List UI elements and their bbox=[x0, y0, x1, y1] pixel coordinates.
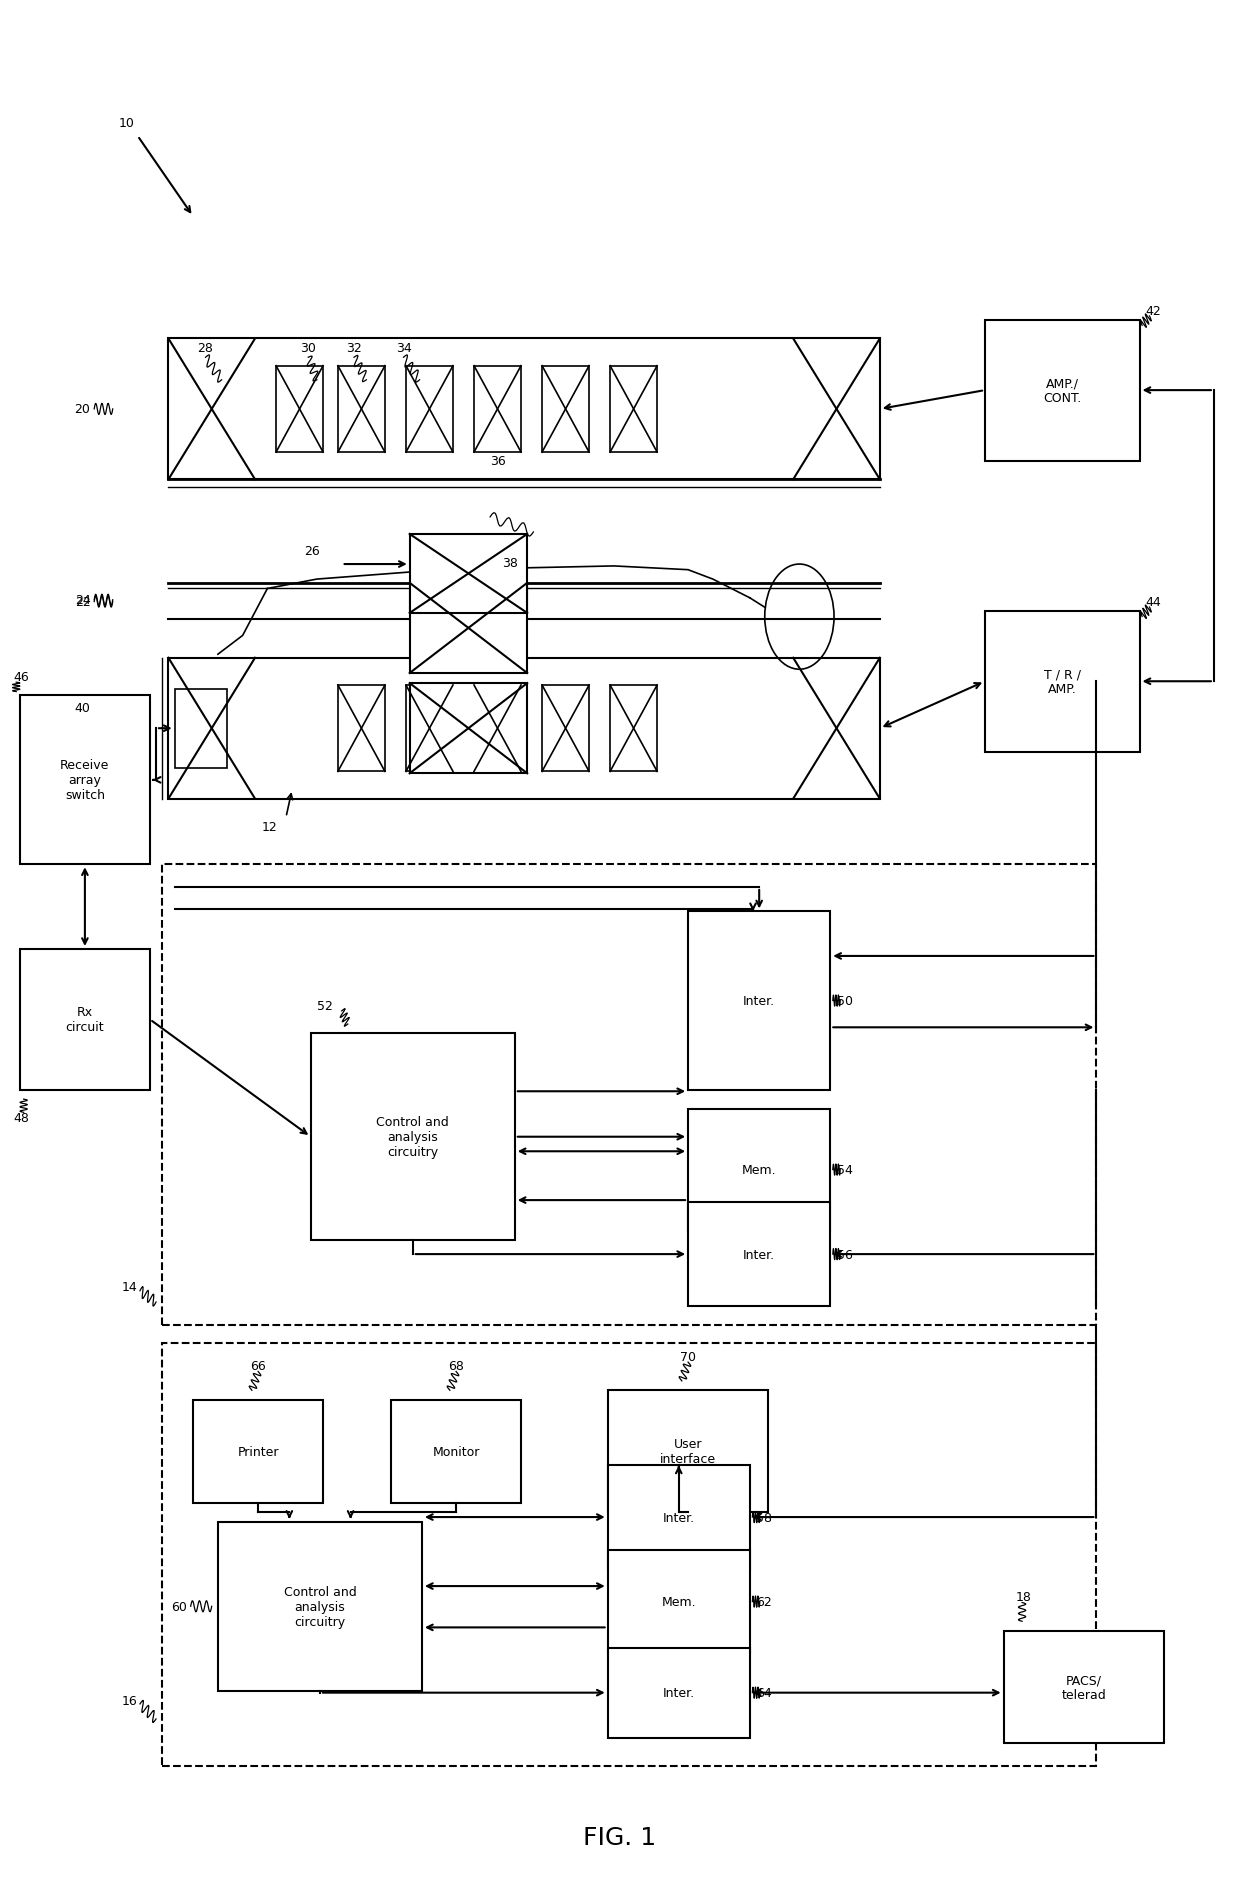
Text: 64: 64 bbox=[756, 1686, 771, 1700]
Text: 40: 40 bbox=[74, 701, 91, 714]
Bar bbox=[474, 686, 521, 773]
Bar bbox=[193, 1401, 324, 1504]
Bar bbox=[162, 1344, 1096, 1765]
Text: Receive
array
switch: Receive array switch bbox=[61, 760, 109, 803]
Text: 58: 58 bbox=[756, 1512, 773, 1525]
Text: Rx
circuit: Rx circuit bbox=[66, 1006, 104, 1034]
Bar bbox=[409, 684, 527, 775]
Bar bbox=[688, 1109, 831, 1231]
Text: 32: 32 bbox=[346, 342, 362, 355]
Bar bbox=[339, 686, 384, 773]
Bar bbox=[20, 949, 150, 1090]
Text: 68: 68 bbox=[448, 1359, 464, 1372]
Text: Inter.: Inter. bbox=[662, 1512, 694, 1525]
Text: Control and
analysis
circuitry: Control and analysis circuitry bbox=[284, 1585, 356, 1628]
Bar bbox=[610, 686, 657, 773]
Bar bbox=[409, 583, 527, 673]
Bar bbox=[608, 1466, 750, 1570]
Bar bbox=[409, 534, 527, 613]
Text: 18: 18 bbox=[1016, 1590, 1032, 1604]
Bar bbox=[474, 367, 521, 453]
Text: 30: 30 bbox=[300, 342, 316, 355]
Bar bbox=[610, 367, 657, 453]
Text: 46: 46 bbox=[14, 671, 30, 684]
Bar bbox=[339, 367, 384, 453]
Text: 14: 14 bbox=[122, 1280, 138, 1293]
Text: 38: 38 bbox=[502, 556, 518, 570]
Bar bbox=[542, 686, 589, 773]
Bar bbox=[608, 1647, 750, 1737]
Bar bbox=[608, 1551, 750, 1653]
Text: Inter.: Inter. bbox=[662, 1686, 694, 1700]
Text: 24: 24 bbox=[74, 594, 91, 607]
Text: AMP./
CONT.: AMP./ CONT. bbox=[1043, 376, 1081, 404]
Text: Control and
analysis
circuitry: Control and analysis circuitry bbox=[377, 1115, 449, 1158]
Text: 42: 42 bbox=[1146, 305, 1162, 318]
Text: 48: 48 bbox=[14, 1111, 30, 1124]
Text: FIG. 1: FIG. 1 bbox=[584, 1825, 656, 1850]
Text: Inter.: Inter. bbox=[743, 995, 775, 1008]
Bar bbox=[277, 367, 324, 453]
Text: 54: 54 bbox=[837, 1164, 852, 1177]
Text: Inter.: Inter. bbox=[743, 1248, 775, 1261]
Text: Printer: Printer bbox=[237, 1446, 279, 1459]
Text: 26: 26 bbox=[305, 545, 320, 558]
Text: Mem.: Mem. bbox=[661, 1596, 696, 1607]
Text: 56: 56 bbox=[837, 1248, 852, 1261]
Bar bbox=[405, 686, 453, 773]
Bar bbox=[20, 696, 150, 865]
Bar bbox=[688, 1203, 831, 1307]
Text: 66: 66 bbox=[250, 1359, 267, 1372]
Bar bbox=[688, 912, 831, 1090]
Bar bbox=[1003, 1630, 1164, 1743]
Text: 44: 44 bbox=[1146, 596, 1162, 609]
Text: 62: 62 bbox=[756, 1596, 771, 1607]
Text: 20: 20 bbox=[74, 402, 91, 415]
Bar bbox=[405, 367, 453, 453]
Bar bbox=[608, 1391, 769, 1513]
Bar bbox=[985, 320, 1140, 461]
Bar bbox=[169, 338, 880, 479]
Text: PACS/
telerad: PACS/ telerad bbox=[1061, 1673, 1106, 1701]
Bar bbox=[542, 367, 589, 453]
Text: User
interface: User interface bbox=[660, 1438, 717, 1466]
Text: T / R /
AMP.: T / R / AMP. bbox=[1044, 667, 1081, 696]
Text: 22: 22 bbox=[74, 596, 91, 609]
Bar bbox=[311, 1034, 515, 1241]
Bar bbox=[391, 1401, 521, 1504]
Text: Mem.: Mem. bbox=[742, 1164, 776, 1177]
Text: 50: 50 bbox=[837, 995, 853, 1008]
Text: 60: 60 bbox=[171, 1600, 187, 1613]
Bar bbox=[175, 690, 227, 769]
Text: 34: 34 bbox=[396, 342, 412, 355]
Text: 12: 12 bbox=[262, 822, 277, 835]
Text: 70: 70 bbox=[680, 1350, 696, 1363]
Text: 36: 36 bbox=[490, 455, 506, 468]
Text: 16: 16 bbox=[122, 1694, 138, 1707]
Text: Monitor: Monitor bbox=[433, 1446, 480, 1459]
Bar bbox=[169, 658, 880, 799]
Text: 10: 10 bbox=[119, 117, 135, 130]
Text: 52: 52 bbox=[317, 998, 332, 1011]
Text: 28: 28 bbox=[197, 342, 213, 355]
Bar bbox=[162, 865, 1096, 1325]
Bar bbox=[985, 611, 1140, 752]
Bar bbox=[218, 1523, 422, 1690]
